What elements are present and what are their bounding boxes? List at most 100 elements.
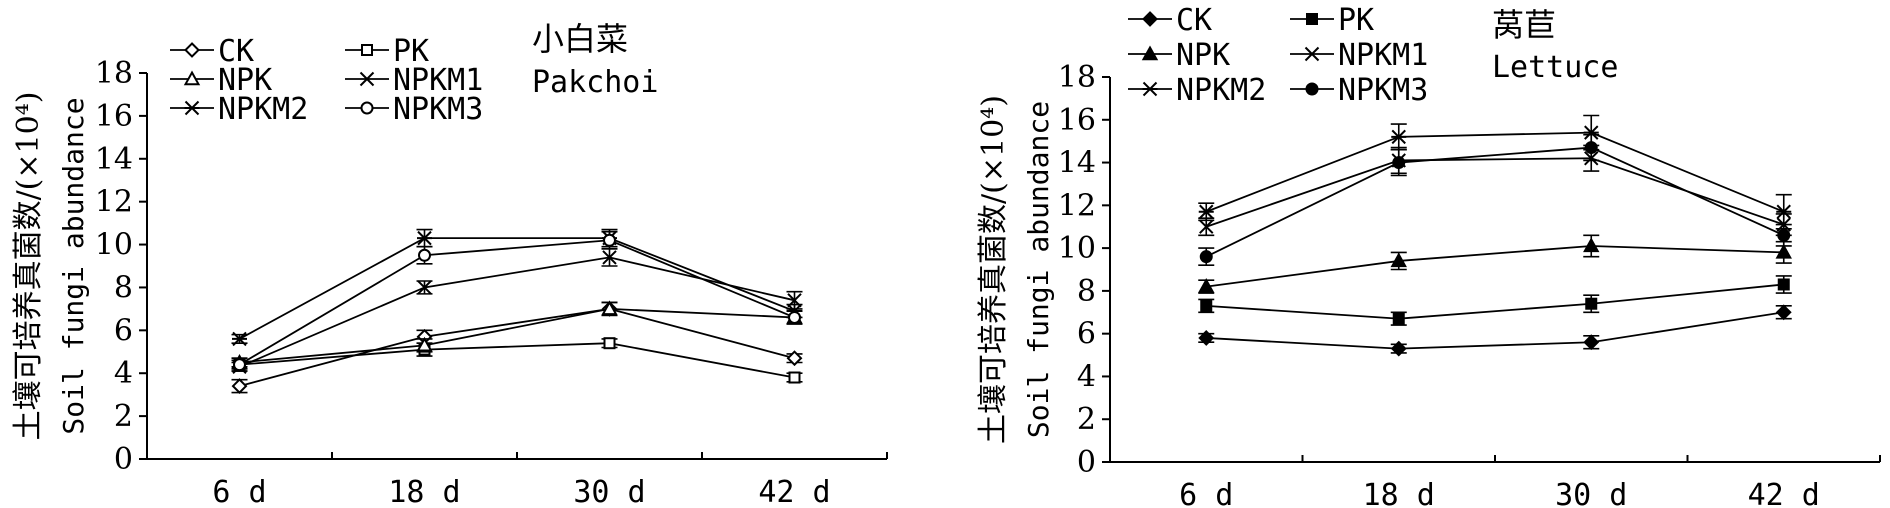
series-line-npkm1 bbox=[1205, 157, 1785, 228]
legend-label: NPKM2 bbox=[218, 92, 308, 127]
legend-marker bbox=[183, 70, 201, 86]
data-point-npkm3 bbox=[603, 233, 616, 247]
legend-marker bbox=[1306, 13, 1318, 25]
data-point-npk bbox=[1775, 243, 1792, 259]
series-pk bbox=[1198, 275, 1792, 326]
x-tick-label: 6 d bbox=[212, 475, 266, 508]
data-point-npkm3 bbox=[1392, 156, 1406, 170]
x-tick-label: 30 d bbox=[1555, 478, 1627, 508]
legend-marker bbox=[360, 101, 374, 115]
legend-item-npkm3: NPKM3 bbox=[1290, 73, 1428, 108]
legend-item-npk: NPK bbox=[1128, 38, 1230, 73]
x-tick-label: 18 d bbox=[1363, 478, 1435, 508]
data-point-pk bbox=[1585, 297, 1598, 310]
series-npkm1 bbox=[1198, 144, 1792, 237]
legend-item-npk: NPK bbox=[170, 63, 272, 98]
y-tick-label: 18 bbox=[95, 56, 133, 91]
chart-title: 莴苣 bbox=[1492, 6, 1556, 44]
y-tick-label: 6 bbox=[1077, 317, 1096, 352]
data-point-npk bbox=[416, 336, 433, 352]
legend-marker bbox=[1304, 46, 1320, 62]
chart-subtitle: Pakchoi bbox=[532, 65, 658, 100]
legend-label: NPKM2 bbox=[1176, 73, 1266, 108]
data-point-npkm2 bbox=[1776, 204, 1792, 219]
series-npkm3 bbox=[231, 230, 803, 372]
series-line-ck bbox=[239, 307, 795, 387]
y-tick-label: 16 bbox=[95, 99, 133, 134]
y-tick-label: 12 bbox=[95, 185, 133, 220]
y-tick-label: 4 bbox=[1077, 359, 1096, 394]
series-line-npkm2 bbox=[239, 237, 795, 340]
series-line-npk bbox=[1206, 245, 1784, 288]
legend-marker bbox=[1141, 45, 1159, 61]
data-point-npk bbox=[1198, 278, 1215, 293]
series-line-npkm1 bbox=[239, 256, 795, 368]
y-tick-label: 12 bbox=[1058, 188, 1096, 223]
legend-item-pk: PK bbox=[345, 34, 429, 69]
data-point-ck bbox=[1583, 334, 1600, 351]
data-point-npkm3 bbox=[1584, 141, 1598, 155]
data-point-ck bbox=[1198, 330, 1215, 346]
series-line-ck bbox=[1206, 311, 1784, 350]
series-npk bbox=[1198, 234, 1792, 294]
y-tick-label: 8 bbox=[1077, 274, 1096, 309]
legend-marker bbox=[1142, 11, 1158, 27]
series-ck bbox=[1198, 304, 1792, 357]
legend-item-npkm3: NPKM3 bbox=[345, 92, 483, 127]
x-tick-label: 18 d bbox=[388, 475, 460, 508]
data-point-npkm3 bbox=[418, 248, 431, 262]
y-axis-label-cn: 土壤可培养真菌数/(×10⁴) bbox=[11, 92, 46, 441]
data-point-npkm3 bbox=[1777, 228, 1791, 242]
series-ck bbox=[231, 300, 803, 395]
y-tick-label: 8 bbox=[114, 270, 133, 305]
data-point-npk bbox=[1583, 237, 1600, 253]
series-line-pk bbox=[239, 342, 795, 379]
data-point-pk bbox=[1777, 278, 1790, 291]
legend-label: CK bbox=[1176, 3, 1212, 38]
y-axis-label-en: Soil fungi abundance bbox=[1022, 101, 1055, 438]
legend-marker bbox=[184, 42, 200, 58]
data-point-npkm3 bbox=[1199, 250, 1213, 264]
x-tick-label: 6 d bbox=[1179, 478, 1233, 508]
y-axis-label-en: Soil fungi abundance bbox=[57, 97, 90, 434]
y-tick-label: 2 bbox=[114, 399, 133, 434]
legend-marker bbox=[1305, 82, 1319, 96]
series-npkm3 bbox=[1198, 133, 1792, 267]
legend-item-npkm2: NPKM2 bbox=[1128, 73, 1266, 108]
legend-label: NPKM1 bbox=[1338, 38, 1428, 73]
y-tick-label: 16 bbox=[1058, 103, 1096, 138]
data-point-pk bbox=[788, 371, 801, 384]
legend-label: CK bbox=[218, 34, 254, 69]
legend-label: NPK bbox=[218, 63, 272, 98]
data-point-npkm2 bbox=[1391, 129, 1407, 145]
data-point-npkm2 bbox=[1198, 204, 1214, 219]
data-point-pk bbox=[1200, 299, 1213, 312]
data-point-npkm2 bbox=[417, 230, 432, 246]
legend-label: NPKM1 bbox=[393, 63, 483, 98]
x-tick-label: 42 d bbox=[1748, 478, 1820, 508]
data-point-npkm2 bbox=[1583, 125, 1599, 140]
series-line-npk bbox=[239, 307, 795, 364]
y-tick-label: 18 bbox=[1058, 60, 1096, 95]
data-point-npkm3 bbox=[788, 310, 801, 324]
legend-marker bbox=[359, 71, 375, 87]
y-tick-label: 14 bbox=[1058, 146, 1096, 181]
x-tick-label: 42 d bbox=[758, 475, 830, 508]
y-tick-label: 14 bbox=[95, 142, 133, 177]
data-point-ck bbox=[231, 378, 248, 395]
y-tick-label: 6 bbox=[114, 313, 133, 348]
y-tick-label: 0 bbox=[114, 442, 133, 477]
legend-item-npkm1: NPKM1 bbox=[345, 63, 483, 98]
data-point-npkm1 bbox=[417, 280, 432, 295]
data-point-npkm2 bbox=[232, 331, 247, 347]
data-point-ck bbox=[1390, 340, 1407, 357]
data-point-pk bbox=[603, 337, 616, 350]
series-npkm2 bbox=[1198, 114, 1792, 230]
legend-item-npkm1: NPKM1 bbox=[1290, 38, 1428, 73]
series-line-pk bbox=[1206, 283, 1784, 320]
x-tick-label: 30 d bbox=[573, 475, 645, 508]
y-tick-label: 4 bbox=[114, 356, 133, 391]
legend-label: NPKM3 bbox=[393, 92, 483, 127]
legend-label: NPK bbox=[1176, 38, 1230, 73]
